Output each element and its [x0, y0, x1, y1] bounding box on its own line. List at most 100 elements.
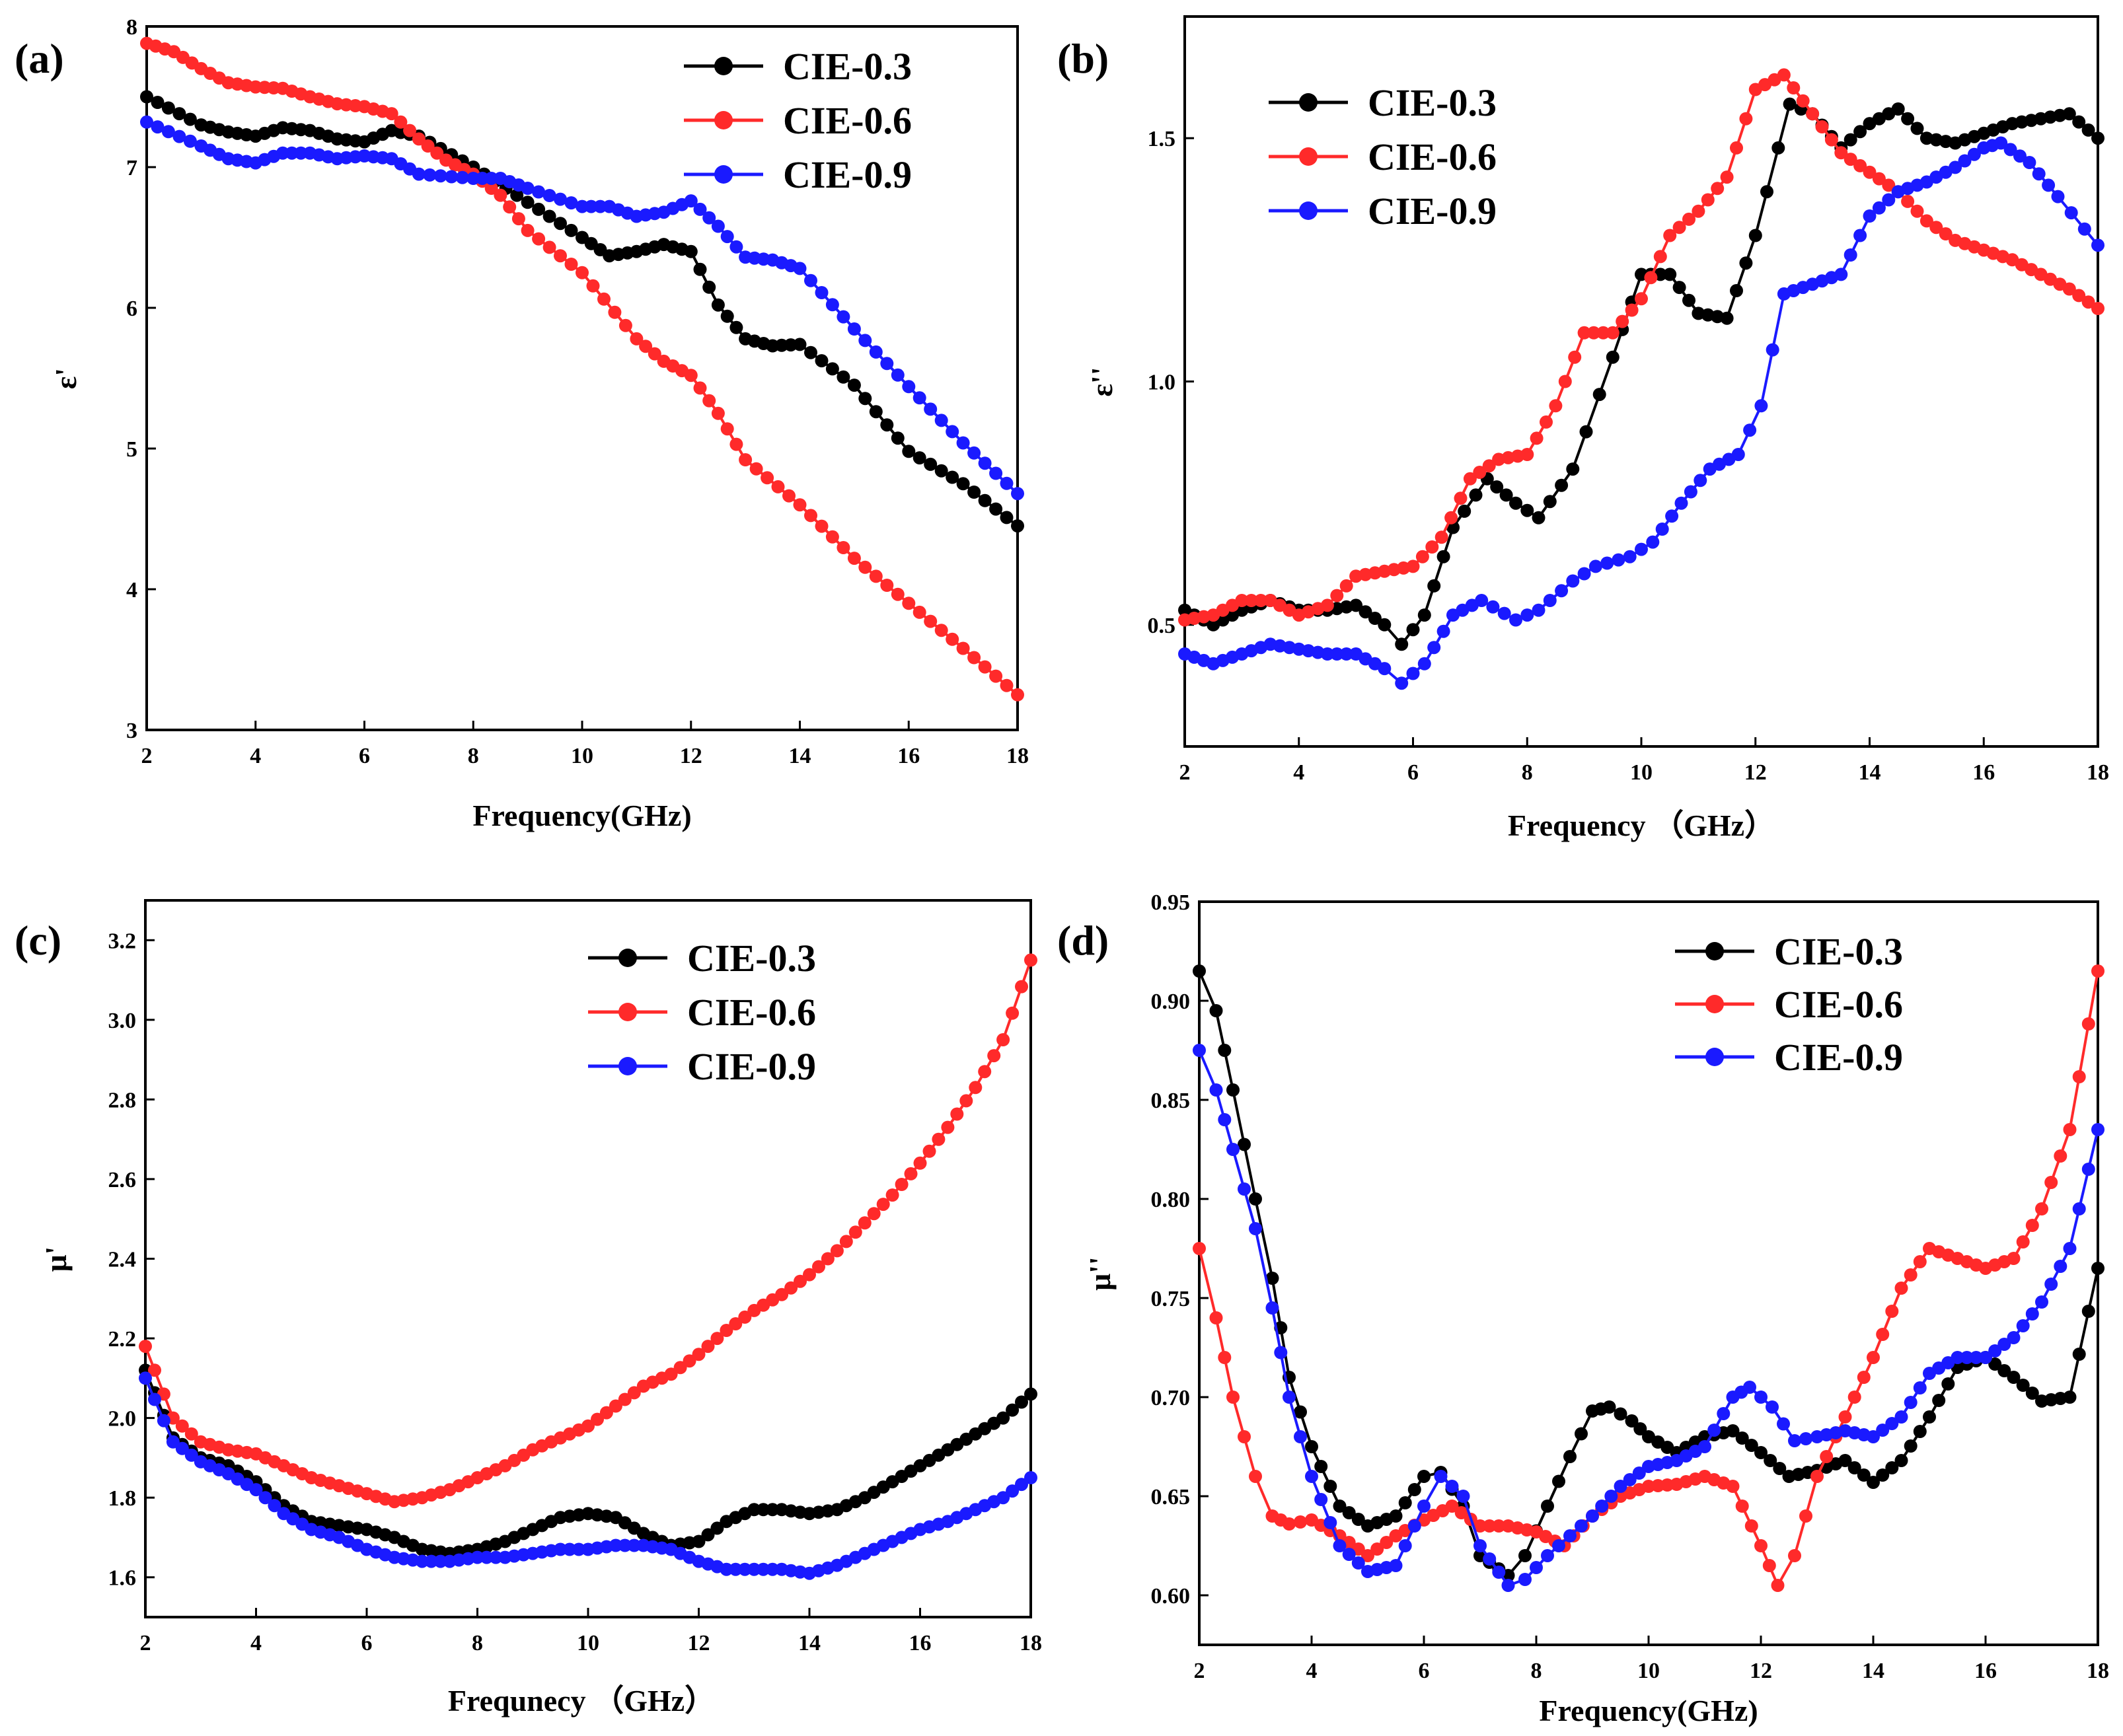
- legend-label: CIE-0.6: [1774, 983, 1903, 1026]
- data-point: [1632, 1466, 1646, 1480]
- data-point: [847, 379, 861, 392]
- data-point: [2054, 1149, 2067, 1163]
- data-point: [1520, 608, 1534, 622]
- data-point: [1682, 293, 1695, 307]
- data-point: [521, 196, 535, 209]
- data-point: [847, 322, 861, 336]
- data-point: [2016, 1235, 2030, 1248]
- y-tick-label: 2.2: [108, 1327, 137, 1352]
- data-point: [1910, 204, 1924, 218]
- data-point: [757, 1562, 770, 1576]
- data-point: [1314, 1493, 1328, 1506]
- data-point: [599, 1406, 613, 1420]
- data-point: [183, 134, 197, 148]
- data-point: [825, 530, 839, 544]
- data-point: [673, 1361, 687, 1375]
- data-point: [172, 107, 186, 121]
- data-point: [793, 338, 807, 351]
- plot-frame-b: [1183, 15, 2099, 748]
- data-point: [720, 1324, 733, 1337]
- data-point: [1407, 1483, 1421, 1496]
- data-point: [166, 1435, 180, 1449]
- data-point: [433, 169, 447, 183]
- data-point: [542, 240, 556, 254]
- data-point: [1754, 399, 1768, 413]
- data-point: [1563, 1450, 1577, 1463]
- legend-label: CIE-0.9: [783, 153, 912, 196]
- legend-marker: [618, 949, 637, 967]
- data-point: [630, 332, 644, 345]
- data-point: [1454, 491, 1468, 505]
- data-point: [2072, 1348, 2086, 1361]
- data-point: [1744, 1519, 1758, 1533]
- data-point: [804, 345, 817, 359]
- data-point: [1249, 1470, 1262, 1483]
- data-point: [593, 199, 607, 213]
- x-tick-label: 12: [680, 744, 702, 768]
- data-point: [532, 232, 546, 246]
- legend-label: CIE-0.9: [687, 1045, 816, 1088]
- data-point: [2032, 167, 2046, 181]
- data-point: [1006, 1403, 1020, 1417]
- data-point: [421, 139, 435, 153]
- data-point: [1427, 641, 1441, 655]
- legend-label: CIE-0.9: [1774, 1036, 1903, 1079]
- data-point: [609, 1538, 622, 1552]
- data-point: [1417, 657, 1431, 670]
- data-point: [978, 456, 992, 470]
- x-tick-label: 18: [2087, 1659, 2109, 1683]
- data-point: [880, 579, 894, 592]
- data-point: [140, 115, 153, 129]
- data-point: [1682, 212, 1695, 226]
- data-point: [1663, 268, 1677, 281]
- data-point: [978, 660, 992, 674]
- data-point: [924, 614, 938, 628]
- data-point: [510, 188, 524, 202]
- x-tick-label: 12: [1744, 760, 1767, 785]
- data-point: [1333, 1500, 1347, 1513]
- data-point: [1342, 1506, 1356, 1519]
- x-tick-label: 16: [1972, 760, 1995, 785]
- data-point: [1011, 688, 1024, 702]
- x-tick-label: 10: [1637, 1659, 1660, 1683]
- data-point: [1339, 579, 1353, 593]
- data-point: [867, 1207, 881, 1221]
- data-point: [1427, 579, 1441, 593]
- data-point: [996, 1411, 1010, 1425]
- data-point: [1406, 623, 1420, 637]
- data-point: [2072, 289, 2086, 303]
- x-tick-label: 10: [577, 1631, 599, 1655]
- data-point: [161, 101, 175, 115]
- data-point: [542, 209, 556, 223]
- data-point: [1743, 1381, 1756, 1394]
- data-point: [1901, 194, 1915, 208]
- data-point: [692, 1535, 706, 1548]
- y-axis-label-c: μ': [39, 1247, 73, 1272]
- x-tick-label: 16: [1974, 1659, 1997, 1683]
- data-point: [913, 391, 926, 405]
- x-tick-label: 10: [571, 744, 593, 768]
- data-point: [1486, 600, 1500, 614]
- data-point: [1595, 1500, 1609, 1513]
- series-line-cie-0.3: [1184, 102, 2099, 647]
- data-point: [1929, 221, 1943, 235]
- data-point: [876, 1198, 890, 1212]
- data-point: [639, 340, 653, 353]
- data-point: [1726, 1424, 1740, 1437]
- data-point: [803, 1268, 816, 1282]
- data-point: [710, 1332, 724, 1346]
- data-point: [1754, 1539, 1768, 1552]
- data-point: [1853, 125, 1867, 139]
- data-point: [1717, 1407, 1731, 1420]
- data-point: [839, 1235, 853, 1248]
- legend-marker: [1705, 942, 1724, 960]
- data-point: [1380, 1536, 1394, 1549]
- data-point: [1024, 1471, 1037, 1484]
- data-point: [2013, 149, 2027, 163]
- x-axis-label-a: Frequency(GHz): [472, 799, 691, 832]
- data-point: [2091, 238, 2104, 252]
- x-tick-label: 4: [250, 744, 261, 768]
- y-tick-label: 2.8: [108, 1088, 137, 1112]
- data-point: [1853, 229, 1867, 242]
